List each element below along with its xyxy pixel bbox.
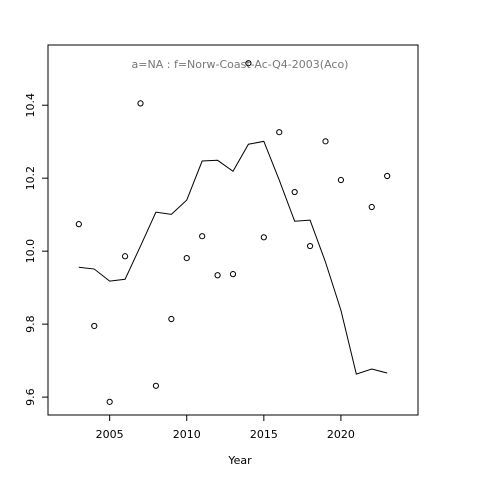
y-tick-label: 10.2 (24, 166, 37, 191)
data-point (322, 138, 329, 145)
data-point (91, 322, 98, 330)
data-point (137, 100, 144, 107)
data-point (168, 315, 175, 323)
data-point (291, 188, 298, 196)
data-point (260, 234, 267, 241)
y-tick-label: 10.0 (24, 239, 37, 263)
x-tick-label: 2010 (173, 428, 201, 441)
x-tick-label: 2020 (327, 428, 355, 441)
data-point (152, 382, 160, 389)
data-point (183, 254, 190, 262)
data-point (214, 272, 221, 279)
data-point (75, 221, 82, 228)
data-point (106, 398, 113, 405)
data-point (229, 271, 237, 278)
data-point (121, 253, 129, 260)
data-point (368, 203, 375, 211)
x-tick-label: 2015 (250, 428, 278, 441)
data-line (78, 140, 388, 375)
x-axis-label: Year (227, 454, 252, 467)
y-tick-label: 9.8 (24, 315, 37, 333)
data-point (337, 176, 345, 184)
data-point (384, 172, 391, 180)
plot-frame (47, 44, 419, 416)
y-tick-label: 10.4 (24, 93, 37, 118)
data-point (276, 129, 283, 136)
y-tick-label: 9.6 (24, 388, 37, 406)
data-point (199, 233, 206, 240)
data-point (306, 242, 314, 250)
data-point (245, 60, 252, 67)
x-tick-label: 2005 (96, 428, 124, 441)
chart-title: a=NA : f=Norw-Coast-Ac-Q4-2003(Aco) (132, 58, 349, 71)
